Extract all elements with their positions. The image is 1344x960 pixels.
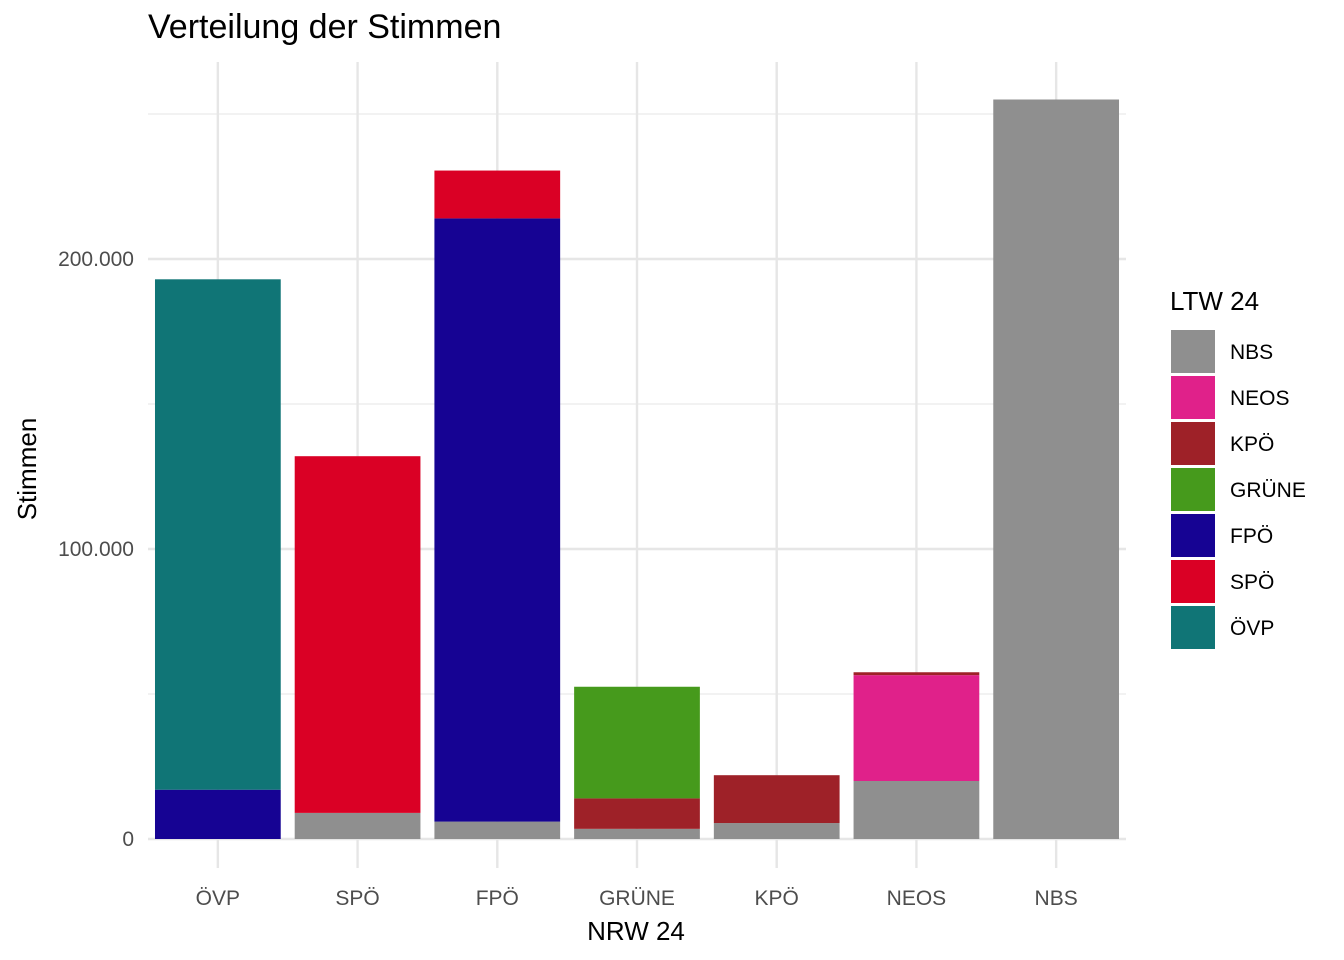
legend-swatch bbox=[1171, 330, 1215, 373]
x-axis-title: NRW 24 bbox=[587, 916, 685, 946]
bar-segments bbox=[154, 99, 1120, 839]
legend-label: KPÖ bbox=[1230, 433, 1274, 456]
legend-swatch bbox=[1171, 606, 1215, 649]
legend-label: FPÖ bbox=[1230, 525, 1273, 548]
y-tick-label: 100.000 bbox=[58, 538, 134, 561]
bar-segment bbox=[154, 789, 281, 839]
x-tick-label: KPÖ bbox=[755, 887, 799, 910]
bar-segment bbox=[574, 798, 700, 829]
chart-title: Verteilung der Stimmen bbox=[148, 8, 502, 46]
y-axis-ticks: 0 100.000 200.000 bbox=[58, 248, 134, 851]
legend-label: NBS bbox=[1230, 341, 1273, 364]
legend-swatch bbox=[1171, 514, 1215, 557]
legend-label: NEOS bbox=[1230, 387, 1290, 410]
legend-swatch bbox=[1171, 422, 1215, 465]
y-axis-title: Stimmen bbox=[12, 418, 42, 521]
bar-segment bbox=[993, 99, 1120, 839]
x-tick-label: FPÖ bbox=[476, 887, 519, 910]
bar-segment bbox=[713, 823, 840, 839]
bar-segment bbox=[853, 675, 980, 781]
bar-segment bbox=[853, 781, 980, 839]
x-tick-label: NBS bbox=[1035, 887, 1078, 910]
bar-segment bbox=[154, 279, 281, 790]
x-tick-label: NEOS bbox=[887, 887, 947, 910]
legend-swatch bbox=[1171, 468, 1215, 511]
legend-swatch bbox=[1171, 560, 1215, 603]
legend-label: SPÖ bbox=[1230, 571, 1274, 594]
bar-segment bbox=[294, 456, 421, 813]
y-tick-label: 0 bbox=[122, 828, 134, 851]
bar-segment bbox=[434, 218, 561, 822]
bar-segment bbox=[434, 821, 561, 839]
legend-title: LTW 24 bbox=[1170, 286, 1259, 316]
x-tick-label: GRÜNE bbox=[599, 887, 675, 910]
bar-segment bbox=[294, 812, 421, 839]
x-tick-label: SPÖ bbox=[335, 887, 379, 910]
bar-segment bbox=[853, 672, 980, 676]
x-axis-ticks: ÖVP SPÖ FPÖ GRÜNE KPÖ NEOS NBS bbox=[196, 887, 1078, 910]
bar-segment bbox=[574, 828, 700, 839]
legend-label: ÖVP bbox=[1230, 617, 1274, 640]
bar-segment bbox=[713, 775, 840, 824]
legend-label: GRÜNE bbox=[1230, 479, 1306, 502]
legend: LTW 24 NBS NEOS KPÖ GRÜNE FPÖ SPÖ ÖVP bbox=[1170, 286, 1306, 649]
y-tick-label: 200.000 bbox=[58, 248, 134, 271]
bar-segment bbox=[434, 170, 561, 219]
legend-swatch bbox=[1171, 376, 1215, 419]
x-tick-label: ÖVP bbox=[196, 887, 240, 910]
bar-segment bbox=[574, 686, 700, 799]
